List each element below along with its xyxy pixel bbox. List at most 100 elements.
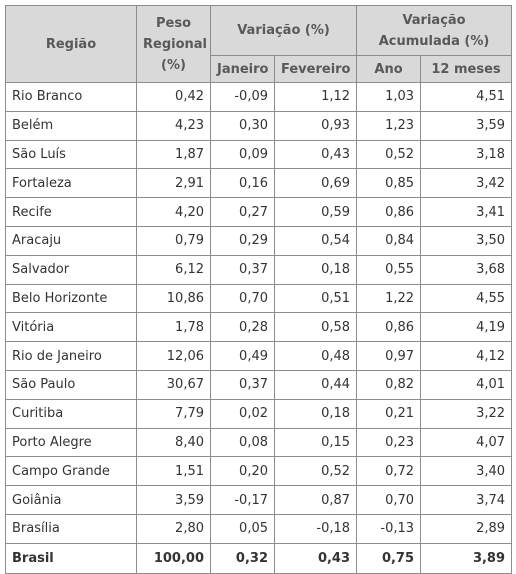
table-row: Curitiba 7,79 0,02 0,18 0,21 3,22 (5, 398, 513, 429)
cell-janeiro: 0,09 (210, 139, 275, 170)
table-row: Belo Horizonte 10,86 0,70 0,51 1,22 4,55 (5, 283, 513, 314)
cell-peso: 30,67 (136, 369, 211, 400)
cell-fevereiro: 0,59 (273, 197, 358, 227)
cell-peso: 1,78 (136, 312, 211, 343)
cell-janeiro: 0,37 (210, 369, 275, 400)
cell-janeiro: 0,30 (210, 110, 275, 141)
table-body: Rio Branco 0,42 -0,09 1,12 1,03 4,51 Belém 4,23… (5, 82, 513, 574)
cell-peso: 0,42 (136, 82, 211, 112)
cell-fevereiro: 0,48 (273, 341, 358, 371)
cell-janeiro: 0,05 (210, 513, 275, 544)
table-row: Vitória 1,78 0,28 0,58 0,86 4,19 (5, 312, 513, 343)
header-ano: Ano (356, 55, 422, 83)
header-regiao: Região (5, 5, 137, 83)
table-row: Recife 4,20 0,27 0,59 0,86 3,41 (5, 197, 513, 227)
header-variacao-acumulada: Variação Acumulada (%) (356, 5, 513, 56)
cell-janeiro: 0,49 (210, 341, 275, 371)
cell-regiao: Belém (5, 110, 137, 141)
header-janeiro: Janeiro (210, 55, 275, 83)
cell-regiao: Brasil (5, 542, 137, 574)
cell-12-meses: 4,51 (420, 82, 513, 112)
cell-ano: 0,21 (356, 398, 422, 429)
cell-ano: 0,85 (356, 168, 422, 199)
cell-regiao: Campo Grande (5, 456, 137, 487)
cell-fevereiro: 0,54 (273, 225, 358, 256)
cell-janeiro: 0,08 (210, 427, 275, 458)
cell-ano: 1,22 (356, 283, 422, 314)
cell-12-meses: 3,22 (420, 398, 513, 429)
cell-fevereiro: -0,18 (273, 513, 358, 544)
cell-12-meses: 3,74 (420, 485, 513, 515)
cell-regiao: Fortaleza (5, 168, 137, 199)
cell-peso: 2,80 (136, 513, 211, 544)
cell-peso: 6,12 (136, 254, 211, 285)
cell-janeiro: 0,70 (210, 283, 275, 314)
cell-fevereiro: 0,51 (273, 283, 358, 314)
cell-peso: 4,20 (136, 197, 211, 227)
cell-regiao: Brasília (5, 513, 137, 544)
table-row: Campo Grande 1,51 0,20 0,52 0,72 3,40 (5, 456, 513, 487)
cell-12-meses: 3,68 (420, 254, 513, 285)
cell-peso: 1,51 (136, 456, 211, 487)
cell-janeiro: 0,28 (210, 312, 275, 343)
table-row: São Paulo 30,67 0,37 0,44 0,82 4,01 (5, 369, 513, 400)
cell-fevereiro: 0,43 (273, 542, 358, 574)
cell-janeiro: 0,32 (210, 542, 275, 574)
cell-ano: 0,52 (356, 139, 422, 170)
cell-12-meses: 2,89 (420, 513, 513, 544)
table-header: Região Peso Regional (%) Variação (%) Va… (5, 5, 513, 83)
cell-12-meses: 3,41 (420, 197, 513, 227)
table-row: Aracaju 0,79 0,29 0,54 0,84 3,50 (5, 225, 513, 256)
cell-regiao: São Paulo (5, 369, 137, 400)
cell-12-meses: 4,12 (420, 341, 513, 371)
cell-peso: 1,87 (136, 139, 211, 170)
cell-peso: 10,86 (136, 283, 211, 314)
cell-fevereiro: 0,43 (273, 139, 358, 170)
table-row: Goiânia 3,59 -0,17 0,87 0,70 3,74 (5, 485, 513, 515)
cell-12-meses: 3,42 (420, 168, 513, 199)
cell-janeiro: -0,09 (210, 82, 275, 112)
cell-regiao: Aracaju (5, 225, 137, 256)
cell-fevereiro: 0,18 (273, 254, 358, 285)
cell-janeiro: 0,27 (210, 197, 275, 227)
cell-peso: 7,79 (136, 398, 211, 429)
cell-ano: 0,84 (356, 225, 422, 256)
cell-fevereiro: 0,93 (273, 110, 358, 141)
cell-regiao: Porto Alegre (5, 427, 137, 458)
cell-12-meses: 4,19 (420, 312, 513, 343)
cell-fevereiro: 0,15 (273, 427, 358, 458)
cell-regiao: Recife (5, 197, 137, 227)
cell-janeiro: -0,17 (210, 485, 275, 515)
cell-fevereiro: 0,52 (273, 456, 358, 487)
cell-12-meses: 3,18 (420, 139, 513, 170)
cell-ano: 0,55 (356, 254, 422, 285)
header-variacao: Variação (%) (209, 5, 358, 56)
cell-peso: 3,59 (136, 485, 211, 515)
cell-peso: 0,79 (136, 225, 211, 256)
cell-12-meses: 3,89 (420, 542, 513, 574)
table-row: Rio Branco 0,42 -0,09 1,12 1,03 4,51 (5, 82, 513, 112)
cell-fevereiro: 0,69 (273, 168, 358, 199)
table-row: Belém 4,23 0,30 0,93 1,23 3,59 (5, 110, 513, 141)
ipca-regional-table: Região Peso Regional (%) Variação (%) Va… (5, 5, 513, 574)
table-row: Fortaleza 2,91 0,16 0,69 0,85 3,42 (5, 168, 513, 199)
cell-fevereiro: 0,18 (273, 398, 358, 429)
cell-ano: -0,13 (356, 513, 422, 544)
cell-ano: 0,23 (356, 427, 422, 458)
cell-ano: 0,72 (356, 456, 422, 487)
table-row: Rio de Janeiro 12,06 0,49 0,48 0,97 4,12 (5, 341, 513, 371)
cell-regiao: Belo Horizonte (5, 283, 137, 314)
cell-ano: 1,03 (356, 82, 422, 112)
cell-fevereiro: 0,44 (273, 369, 358, 400)
cell-peso: 100,00 (136, 542, 211, 574)
cell-regiao: Rio de Janeiro (5, 341, 137, 371)
cell-regiao: Goiânia (5, 485, 137, 515)
header-peso-regional: Peso Regional (%) (136, 5, 211, 83)
cell-janeiro: 0,16 (210, 168, 275, 199)
cell-regiao: Vitória (5, 312, 137, 343)
header-12-meses: 12 meses (420, 55, 513, 83)
cell-janeiro: 0,20 (210, 456, 275, 487)
cell-12-meses: 4,07 (420, 427, 513, 458)
cell-ano: 0,82 (356, 369, 422, 400)
cell-ano: 0,86 (356, 312, 422, 343)
